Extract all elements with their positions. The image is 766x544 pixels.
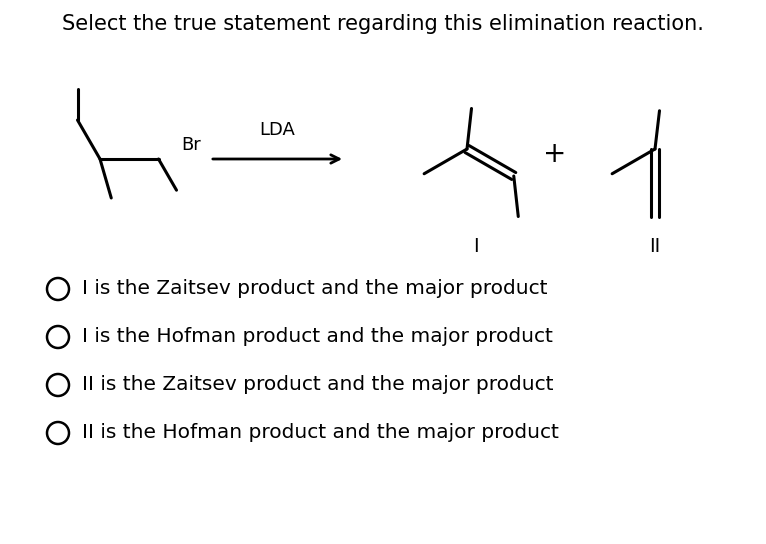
Text: II: II	[650, 237, 660, 256]
Text: I: I	[473, 237, 479, 256]
Text: II is the Hofman product and the major product: II is the Hofman product and the major p…	[82, 423, 559, 442]
Text: +: +	[543, 140, 567, 168]
Text: LDA: LDA	[260, 121, 296, 139]
Text: Br: Br	[181, 137, 201, 154]
Text: II is the Zaitsev product and the major product: II is the Zaitsev product and the major …	[82, 375, 554, 394]
Text: Select the true statement regarding this elimination reaction.: Select the true statement regarding this…	[62, 14, 704, 34]
Text: I is the Zaitsev product and the major product: I is the Zaitsev product and the major p…	[82, 280, 548, 299]
Text: I is the Hofman product and the major product: I is the Hofman product and the major pr…	[82, 327, 553, 347]
